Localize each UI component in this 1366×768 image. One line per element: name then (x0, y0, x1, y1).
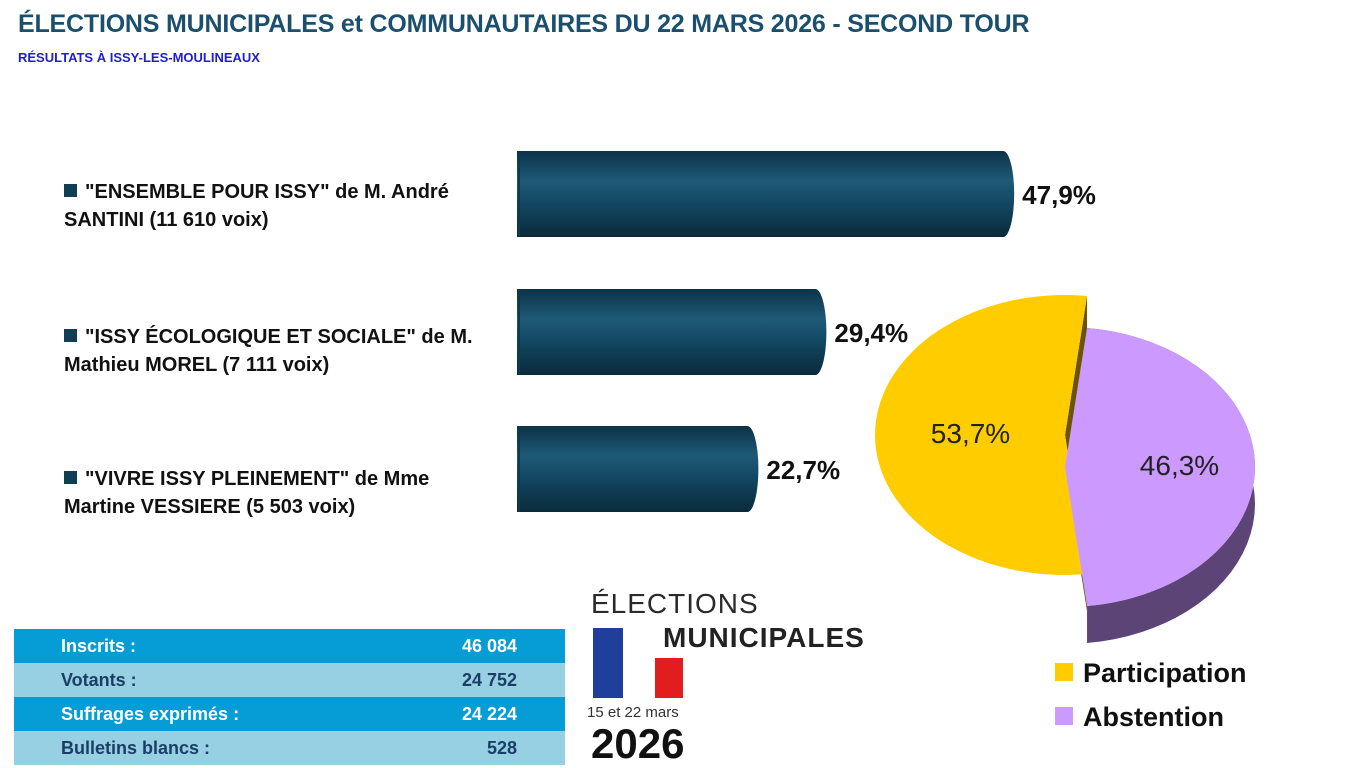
stat-row: Votants : 24 752 (14, 663, 565, 697)
pie-legend-participation: Participation (1055, 658, 1247, 689)
stat-label: Bulletins blancs : (61, 737, 211, 758)
logo-year: 2026 (591, 720, 685, 767)
legend-swatch (64, 329, 77, 342)
page-title: ÉLECTIONS MUNICIPALES et COMMUNAUTAIRES … (18, 10, 1030, 38)
legend-label: "ISSY ÉCOLOGIQUE ET SOCIALE" de M. Mathi… (64, 326, 473, 376)
logo-dates: 15 et 22 mars (587, 704, 679, 721)
logo-line1: ÉLECTIONS (591, 588, 759, 619)
stat-label: Votants : (61, 669, 137, 690)
legend-swatch (1055, 707, 1073, 725)
pie-value-label: 46,3% (1140, 450, 1219, 481)
legend-label: "VIVRE ISSY PLEINEMENT" de Mme Martine V… (64, 468, 430, 518)
stat-value: 24 752 (461, 669, 517, 690)
bar (517, 289, 827, 375)
logo-line2: MUNICIPALES (663, 622, 865, 653)
legend-swatch (1055, 663, 1073, 681)
stat-value: 24 224 (461, 703, 517, 724)
bar (517, 151, 1015, 237)
bar-legend-item: "ENSEMBLE POUR ISSY" de M. André SANTINI… (64, 178, 494, 234)
legend-swatch (64, 471, 77, 484)
stat-row: Suffrages exprimés : 24 224 (14, 697, 565, 731)
stat-label: Suffrages exprimés : (61, 703, 240, 724)
page-subtitle: RÉSULTATS À ISSY-LES-MOULINEAUX (18, 50, 260, 65)
stat-value: 46 084 (461, 635, 517, 656)
stat-label: Inscrits : (61, 635, 137, 656)
french-flag-icon (593, 628, 683, 698)
legend-swatch (64, 184, 77, 197)
bar-value-label: 29,4% (834, 318, 908, 348)
bar-legend-item: "ISSY ÉCOLOGIQUE ET SOCIALE" de M. Mathi… (64, 323, 494, 379)
stat-row: Inscrits : 46 084 (14, 629, 565, 663)
stats-table: Inscrits : 46 084 Votants : 24 752 Suffrag… (14, 629, 565, 765)
bar (517, 426, 759, 512)
stat-row: Bulletins blancs : 528 (14, 731, 565, 765)
bar-value-label: 47,9% (1022, 180, 1096, 210)
legend-label: Abstention (1083, 702, 1224, 732)
bar-legend-item: "VIVRE ISSY PLEINEMENT" de Mme Martine V… (64, 465, 494, 521)
pie-legend-abstention: Abstention (1055, 702, 1224, 733)
elections-logo: ÉLECTIONS MUNICIPALES 15 et 22 mars 2026 (585, 588, 875, 768)
bar-value-label: 22,7% (766, 455, 840, 485)
pie-value-label: 53,7% (931, 418, 1010, 449)
stat-value: 528 (486, 737, 517, 758)
legend-label: Participation (1083, 658, 1247, 688)
legend-label: "ENSEMBLE POUR ISSY" de M. André SANTINI… (64, 181, 449, 231)
pie-slice (1065, 327, 1256, 644)
